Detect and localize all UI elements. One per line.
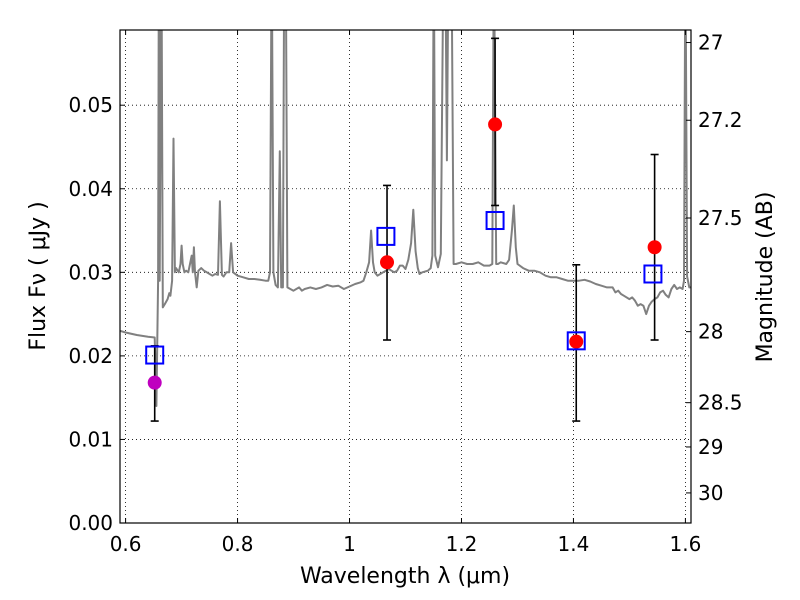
observed-point [380,255,395,270]
x-tick-label: 1.2 [446,532,478,556]
observed-point [147,375,162,390]
y-tick-label: 0.04 [68,177,113,201]
x-tick-label: 1.4 [558,532,590,556]
y-tick-label: 0.01 [68,427,113,451]
model-point [145,345,165,365]
spectrum-line [120,30,691,407]
y2-tick-label: 27.2 [698,108,743,132]
model-point [643,264,663,284]
plot-frame [119,29,692,524]
y-axis-label: Flux Fν ( μJy ) [26,201,51,350]
y2-axis-label: Magnitude (AB) [753,192,778,363]
y2-tick-label: 28.5 [698,391,743,415]
y-tick-label: 0.03 [68,260,113,284]
plot-area [120,30,691,523]
y2-tick-label: 30 [698,481,723,505]
y-tick-label: 0.00 [68,511,113,535]
model-point [566,331,586,351]
y2-tick-label: 27 [698,31,723,55]
observed-points [147,117,662,390]
observed-point [488,117,503,132]
model-points [145,211,663,365]
axis-ticks: 0.6 0.8 1 1.2 1.4 1.6 0.00 0.01 0.02 0.03 0.04 0.05… [68,30,743,556]
y2-tick-label: 27.5 [698,206,743,230]
y2-tick-label: 28 [698,320,723,344]
x-tick-label: 0.6 [110,532,142,556]
x-tick-label: 1 [343,532,356,556]
x-tick-label: 0.8 [222,532,254,556]
observed-point [569,334,584,349]
model-point [376,226,396,246]
y2-tick-label: 29 [698,435,723,459]
observed-point [647,240,662,255]
model-point [485,211,505,231]
y-tick-label: 0.02 [68,344,113,368]
x-tick-label: 1.6 [669,532,701,556]
y-tick-label: 0.05 [68,93,113,117]
spectrum-layer [120,30,691,407]
x-axis-label: Wavelength λ (μm) [300,564,510,589]
